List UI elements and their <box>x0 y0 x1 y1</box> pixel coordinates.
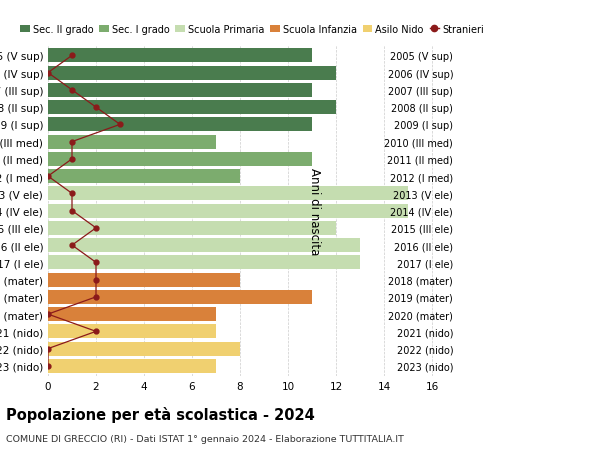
Bar <box>48 342 240 356</box>
Bar <box>48 84 312 98</box>
Bar <box>48 239 360 252</box>
Bar <box>48 359 216 373</box>
Bar <box>48 49 312 63</box>
Text: Popolazione per età scolastica - 2024: Popolazione per età scolastica - 2024 <box>6 406 315 422</box>
Bar <box>48 221 336 235</box>
Text: COMUNE DI GRECCIO (RI) - Dati ISTAT 1° gennaio 2024 - Elaborazione TUTTITALIA.IT: COMUNE DI GRECCIO (RI) - Dati ISTAT 1° g… <box>6 434 404 443</box>
Bar <box>48 187 408 201</box>
Bar <box>48 152 312 167</box>
Bar <box>48 308 216 321</box>
Bar <box>48 135 216 149</box>
Bar <box>48 101 336 115</box>
Bar <box>48 170 240 184</box>
Bar <box>48 325 216 339</box>
Bar <box>48 118 312 132</box>
Bar <box>48 204 408 218</box>
Bar <box>48 256 360 270</box>
Bar <box>48 67 336 80</box>
Bar <box>48 273 240 287</box>
Legend: Sec. II grado, Sec. I grado, Scuola Primaria, Scuola Infanzia, Asilo Nido, Stran: Sec. II grado, Sec. I grado, Scuola Prim… <box>20 24 484 34</box>
Y-axis label: Anni di nascita: Anni di nascita <box>308 168 321 255</box>
Bar <box>48 290 312 304</box>
